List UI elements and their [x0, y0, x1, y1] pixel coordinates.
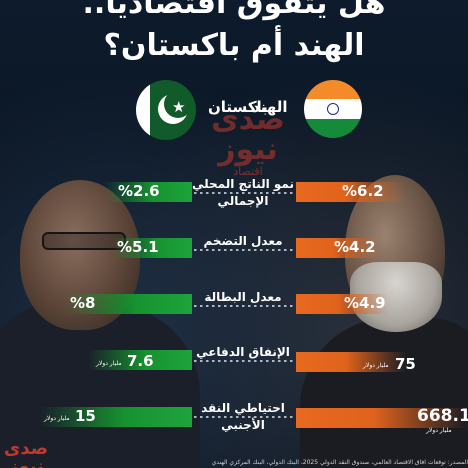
pakistan-value-defense: 7.6 [127, 352, 154, 370]
row-label-reserves: احتياطي النقد الأجنبي [201, 401, 285, 433]
india-unit-defense: مليار دولار [363, 362, 389, 369]
pakistan-bar-unemployment [64, 294, 192, 314]
india-bar-gdp [296, 182, 406, 202]
country-label-india: الهند [252, 98, 288, 116]
title-line-2: الهند أم باكستان؟ [103, 28, 365, 63]
title-line-1: هل يتفوق اقتصاديا.. [82, 0, 386, 21]
india-flag-icon [304, 80, 362, 138]
row-divider [170, 360, 298, 362]
pakistan-unit-defense: مليار دولار [96, 360, 122, 367]
row-label-unemployment: معدل البطالة [204, 290, 282, 304]
pakistan-value-reserves: 15 [75, 407, 96, 425]
pakistan-value-inflation: %5.1 [117, 238, 159, 256]
watermark-logo: صدى نيوز اقتصاد [200, 102, 296, 179]
pakistan-bar-gdp [104, 182, 192, 202]
brand-logo-text: صدى نيوز [3, 438, 49, 468]
pakistan-bar-inflation [112, 238, 192, 258]
india-unit-reserves: مليار دولار [426, 427, 452, 434]
pakistan-leader-body [0, 305, 200, 468]
row-label-inflation: معدل التضخم [203, 234, 283, 248]
brand-logo: صدى نيوز [2, 440, 50, 468]
india-value-defense: 75 [395, 355, 416, 373]
india-bar-defense [296, 352, 406, 372]
pakistan-bar-reserves [40, 407, 192, 427]
india-value-reserves: 668.1 [417, 406, 468, 426]
row-label-gdp-growth: نمو الناتج المحلي الإجمالي [192, 177, 294, 209]
row-divider [170, 305, 298, 307]
row-divider [170, 192, 298, 194]
india-leader-body [300, 318, 468, 468]
pakistan-bar-defense [88, 350, 192, 370]
chakra-icon [327, 103, 339, 115]
india-value-unemployment: %4.9 [344, 294, 386, 312]
row-divider [170, 416, 298, 418]
pakistan-unit-reserves: مليار دولار [44, 415, 70, 422]
row-divider [170, 249, 298, 251]
country-label-pakistan: باكستان [208, 98, 268, 116]
india-bar-unemployment [296, 294, 388, 314]
india-bar-inflation [296, 238, 380, 258]
watermark-logo-text: صدى نيوز [211, 102, 285, 167]
watermark-logo-sub: اقتصاد [233, 165, 263, 178]
row-label-defense: الإنفاق الدفاعي [196, 345, 290, 359]
india-value-gdp: %6.2 [342, 182, 384, 200]
pakistan-value-gdp: %2.6 [118, 182, 160, 200]
pakistan-flag-icon: ★ [136, 80, 196, 140]
pakistan-value-unemployment: %8 [70, 294, 96, 312]
india-value-inflation: %4.2 [334, 238, 376, 256]
star-icon: ★ [172, 98, 186, 116]
india-bar-reserves [296, 408, 468, 428]
source-note: المصدر: توقعات آفاق الاقتصاد العالمي، صن… [211, 459, 468, 466]
